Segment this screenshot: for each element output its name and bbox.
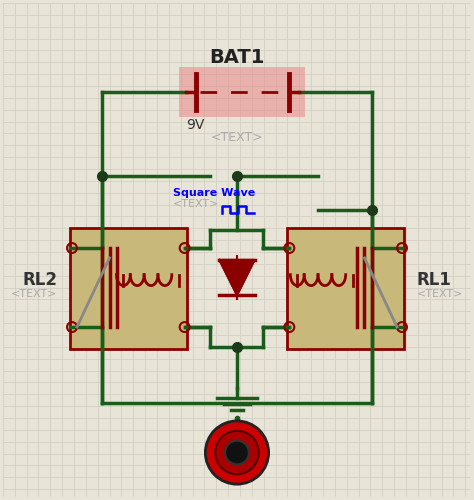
Text: <TEXT>: <TEXT>	[210, 132, 264, 144]
Text: RL1: RL1	[417, 270, 452, 288]
Bar	[179, 67, 305, 116]
Text: <TEXT>: <TEXT>	[173, 198, 219, 208]
Text: <TEXT>: <TEXT>	[11, 290, 57, 300]
Circle shape	[215, 431, 259, 474]
FancyBboxPatch shape	[70, 228, 187, 349]
Polygon shape	[219, 260, 255, 296]
Text: 9V: 9V	[186, 118, 205, 132]
Circle shape	[225, 440, 249, 464]
FancyBboxPatch shape	[287, 228, 404, 349]
Text: RL2: RL2	[22, 270, 57, 288]
Text: <TEXT>: <TEXT>	[417, 290, 463, 300]
Text: BAT1: BAT1	[210, 48, 264, 67]
Circle shape	[205, 421, 269, 484]
Text: Square Wave: Square Wave	[173, 188, 255, 198]
